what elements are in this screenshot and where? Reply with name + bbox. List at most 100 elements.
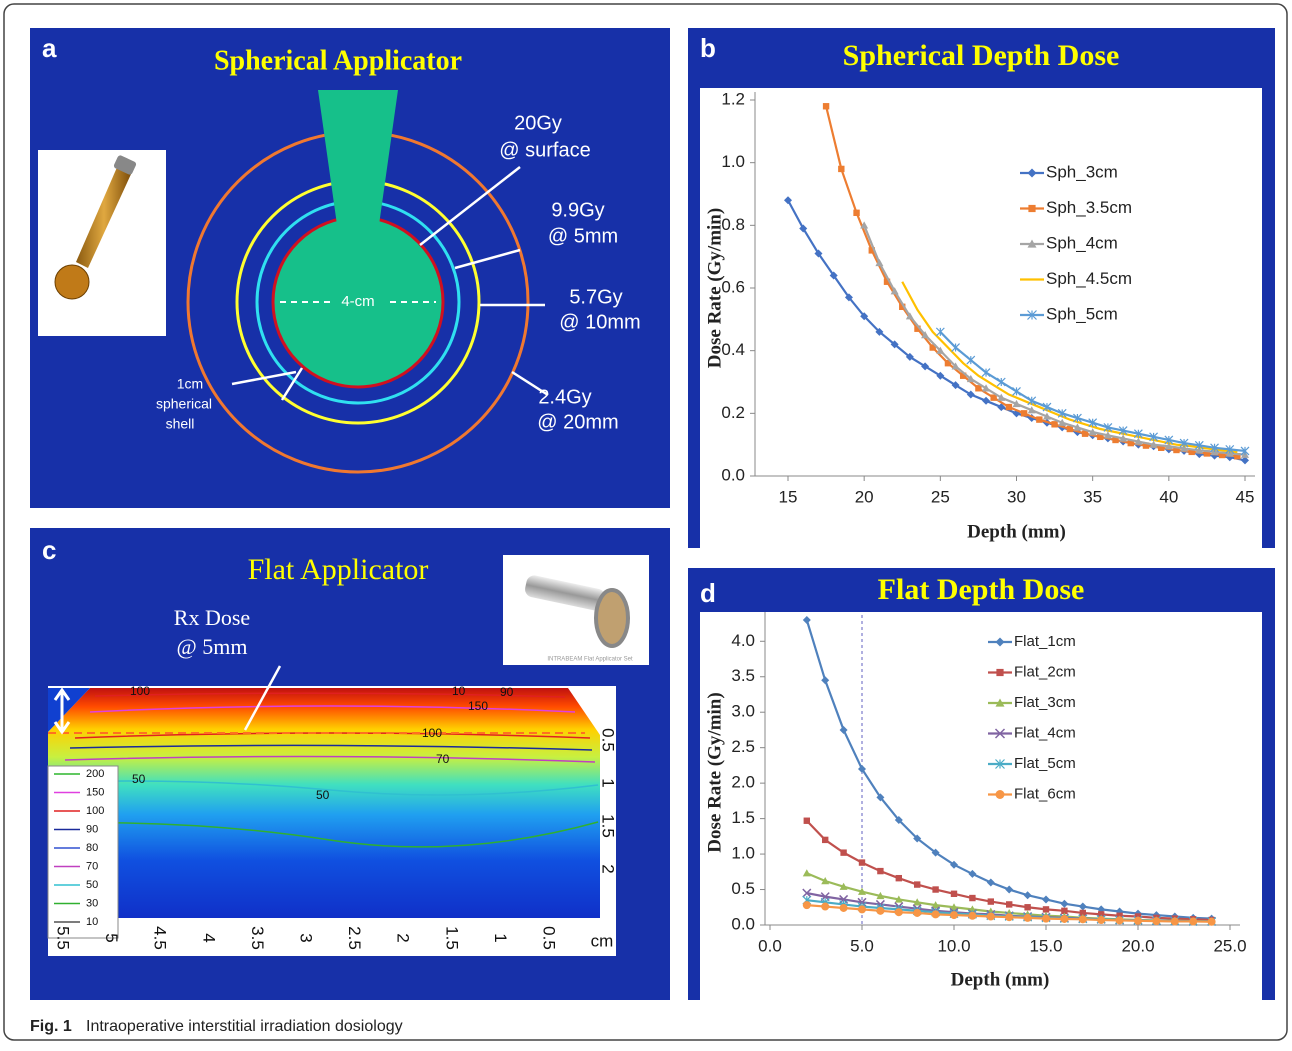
y-tick-label: 1.2: [721, 89, 745, 108]
x-tick-label: 1: [491, 933, 510, 942]
photo-ball: [55, 265, 89, 299]
marker: [968, 912, 976, 920]
marker: [1021, 410, 1027, 416]
marker: [1171, 917, 1179, 925]
y-tick-label: 3.0: [731, 702, 755, 721]
contour-label: 90: [500, 685, 514, 699]
y-tick-label: 1.5: [731, 808, 755, 827]
marker: [1208, 918, 1216, 926]
legend-label: Flat_3cm: [1014, 694, 1076, 711]
x-tick-label: 25: [931, 487, 950, 506]
x-tick-label: 2: [394, 933, 413, 942]
contour-label: 50: [316, 788, 330, 802]
x-tick-label: 20: [855, 487, 874, 506]
y-tick-label: 0.4: [721, 340, 745, 359]
legend-label: Sph_5cm: [1046, 304, 1118, 323]
marker: [1060, 915, 1068, 923]
marker: [1116, 916, 1124, 924]
caption-text: Intraoperative interstitial irradiation …: [86, 1018, 403, 1035]
x-tick-label: 15.0: [1029, 936, 1062, 955]
x-tick-label: 15: [779, 487, 798, 506]
y-tick-label: 0.0: [721, 465, 745, 484]
marker: [996, 790, 1005, 799]
marker: [838, 166, 844, 172]
legend-label: Flat_1cm: [1014, 633, 1076, 650]
legend-label: 200: [86, 768, 104, 780]
contour-label: 50: [132, 772, 146, 786]
diameter-label: 4-cm: [341, 293, 374, 310]
shell-label: shell: [166, 416, 195, 432]
legend-label: 80: [86, 842, 98, 854]
marker: [877, 868, 883, 874]
dose-label: 9.9Gy: [551, 199, 604, 221]
x-tick-label: 20.0: [1121, 936, 1154, 955]
marker: [822, 837, 828, 843]
x-tick-label: 35: [1083, 487, 1102, 506]
depth-label: @ surface: [499, 139, 590, 161]
depth-label: @ 5mm: [548, 225, 618, 247]
legend-label: 10: [86, 916, 98, 928]
shell-label: spherical: [156, 396, 212, 412]
marker: [988, 898, 994, 904]
panel-a: a Spherical Applicator 4-cm 20Gy @ surfa…: [30, 28, 670, 508]
marker: [987, 912, 995, 920]
y-tick-label: 1.5: [599, 814, 618, 838]
y-tick-label: 1: [599, 778, 618, 787]
marker: [840, 849, 846, 855]
contour-label: 100: [422, 726, 442, 740]
x-tick-label: 4: [199, 933, 218, 942]
y-tick-label: 0.0: [731, 914, 755, 933]
x-tick-label: 0.0: [758, 936, 782, 955]
marker: [913, 909, 921, 917]
y-tick-label: 2.5: [731, 737, 755, 756]
marker: [996, 669, 1003, 676]
panel-letter: d: [700, 578, 716, 608]
marker: [1042, 915, 1050, 923]
y-axis-label: Dose Rate (Gy/min): [704, 692, 725, 852]
y-tick-label: 1.0: [731, 844, 755, 863]
x-tick-label: 45: [1236, 487, 1255, 506]
x-tick-label: 10.0: [937, 936, 970, 955]
x-axis-label: Depth (mm): [951, 969, 1050, 990]
marker: [1024, 914, 1032, 922]
marker: [895, 908, 903, 916]
x-tick-label: 5.5: [54, 926, 73, 950]
x-tick-label: 3.5: [248, 926, 267, 950]
legend-label: 70: [86, 860, 98, 872]
x-tick-label: 2.5: [345, 926, 364, 950]
y-tick-label: 1.0: [721, 152, 745, 171]
x-axis-label: Depth (mm): [967, 521, 1066, 542]
shell-label: 1cm: [177, 376, 203, 392]
marker: [914, 881, 920, 887]
marker: [1005, 913, 1013, 921]
x-tick-label: 0.5: [540, 926, 559, 950]
panel-title: Spherical Applicator: [214, 45, 462, 76]
contour-label: 150: [468, 699, 488, 713]
marker: [932, 886, 938, 892]
legend-label: Sph_3cm: [1046, 162, 1118, 181]
marker: [840, 904, 848, 912]
depth-label: @ 20mm: [537, 411, 618, 433]
marker: [823, 103, 829, 109]
y-tick-label: 3.5: [731, 666, 755, 685]
marker: [1028, 205, 1035, 212]
depth-label: @ 10mm: [559, 311, 640, 333]
marker: [1134, 917, 1142, 925]
chart-title: Flat Depth Dose: [878, 573, 1085, 606]
photo-caption: INTRABEAM Flat Applicator Set: [547, 657, 633, 663]
heatmap: [48, 688, 600, 918]
panel-letter: b: [700, 33, 716, 63]
legend-label: Flat_4cm: [1014, 724, 1076, 741]
marker: [951, 891, 957, 897]
marker: [1152, 917, 1160, 925]
marker: [1006, 404, 1012, 410]
marker: [1006, 901, 1012, 907]
x-tick-label: 25.0: [1213, 936, 1246, 955]
chart-title: Spherical Depth Dose: [843, 39, 1120, 72]
x-tick-label: 30: [1007, 487, 1026, 506]
x-tick-label: 5.0: [850, 936, 874, 955]
plot-background: [700, 88, 1262, 548]
panel-c: c Flat Applicator INTRABEAM Flat Applica…: [30, 528, 670, 1000]
panel-title: Flat Applicator: [248, 553, 429, 586]
marker: [1097, 916, 1105, 924]
